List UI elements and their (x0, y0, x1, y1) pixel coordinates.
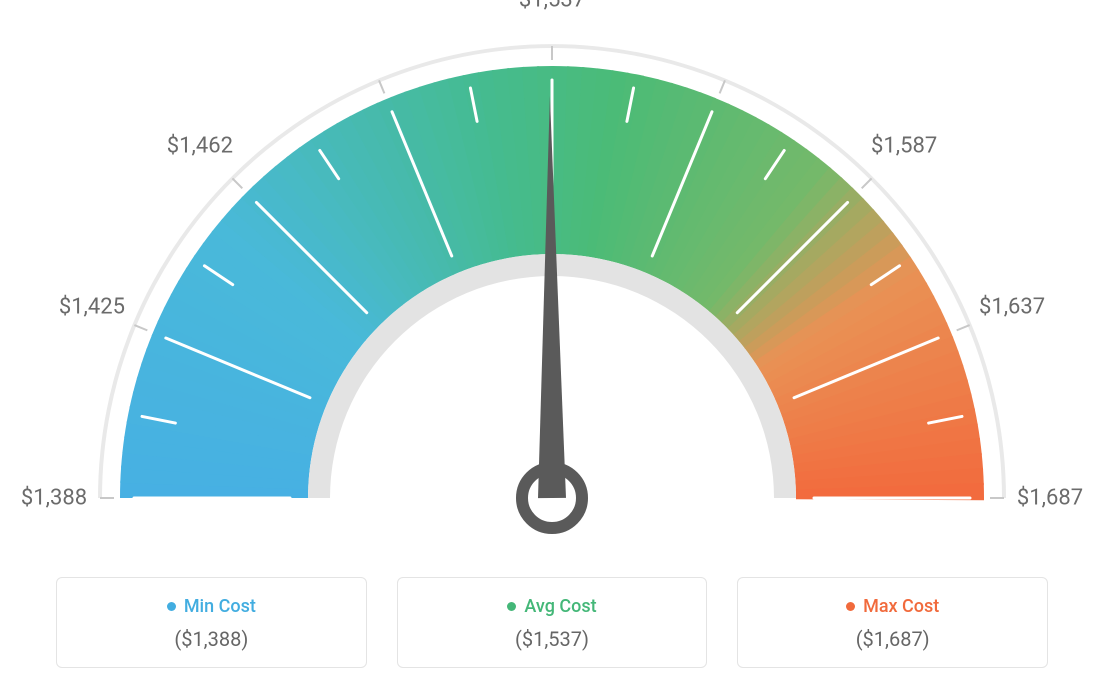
gauge-tick-label: $1,462 (167, 133, 233, 158)
legend-card-min: Min Cost ($1,388) (56, 577, 367, 668)
gauge-tick-label: $1,425 (59, 295, 125, 320)
legend-min-value: ($1,388) (69, 627, 354, 651)
gauge-tick-label: $1,637 (979, 295, 1045, 320)
gauge-tick-label: $1,687 (1017, 486, 1083, 511)
legend-max-label: Max Cost (846, 596, 939, 617)
gauge-tick-label: $1,537 (519, 0, 585, 13)
legend-card-avg: Avg Cost ($1,537) (397, 577, 708, 668)
gauge-tick-label: $1,388 (21, 486, 87, 511)
gauge-tick-label: $1,587 (871, 133, 937, 158)
cost-gauge: $1,388 $1,425 $1,462 $1,537 $1,587 $1,637 $1,6… (0, 0, 1104, 560)
legend-max-value: ($1,687) (750, 627, 1035, 651)
legend-card-max: Max Cost ($1,687) (737, 577, 1048, 668)
legend-row: Min Cost ($1,388) Avg Cost ($1,537) Max … (56, 577, 1048, 668)
legend-avg-label: Avg Cost (507, 596, 596, 617)
legend-avg-value: ($1,537) (410, 627, 695, 651)
gauge-svg (0, 0, 1104, 560)
legend-min-label: Min Cost (167, 596, 256, 617)
